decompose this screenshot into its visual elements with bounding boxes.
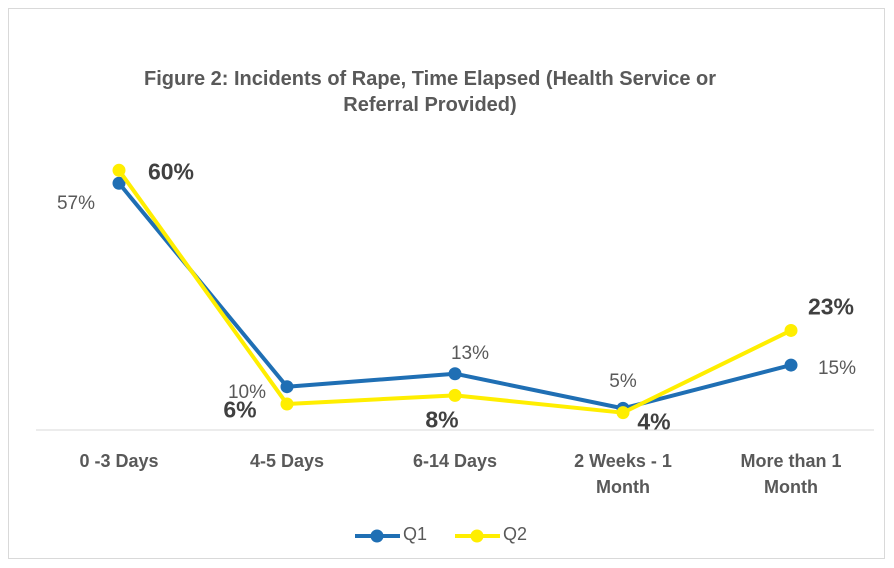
legend-label: Q2: [503, 524, 528, 544]
marker: [112, 163, 126, 177]
x-tick-label: 4-5 Days: [249, 451, 325, 471]
legend-marker: [470, 529, 484, 543]
data-label: 13%: [450, 342, 490, 364]
data-label: 6%: [223, 396, 257, 423]
marker: [448, 367, 462, 381]
x-tick-label: 0 -3 Days: [79, 451, 159, 471]
marker: [112, 176, 126, 190]
chart-title: Figure 2: Incidents of Rape, Time Elapse…: [143, 68, 716, 116]
marker: [280, 397, 294, 411]
data-label: 15%: [817, 358, 857, 380]
chart-border: [8, 8, 885, 559]
marker: [280, 380, 294, 394]
data-label: 8%: [425, 406, 459, 433]
data-label: 60%: [147, 158, 195, 185]
marker: [784, 358, 798, 372]
legend-marker: [370, 529, 384, 543]
x-tick-label: 2 Weeks - 1 Month: [574, 451, 672, 497]
data-label: 57%: [56, 193, 96, 215]
data-label: 10%: [227, 381, 267, 403]
x-tick-label: 6-14 Days: [412, 451, 498, 471]
x-tick-label: More than 1 Month: [740, 451, 842, 497]
legend-label: Q1: [403, 524, 428, 544]
data-label: 4%: [637, 408, 671, 435]
marker: [784, 323, 798, 337]
data-label: 23%: [807, 293, 855, 320]
data-label: 5%: [609, 371, 637, 393]
marker: [448, 388, 462, 402]
marker: [616, 406, 630, 420]
